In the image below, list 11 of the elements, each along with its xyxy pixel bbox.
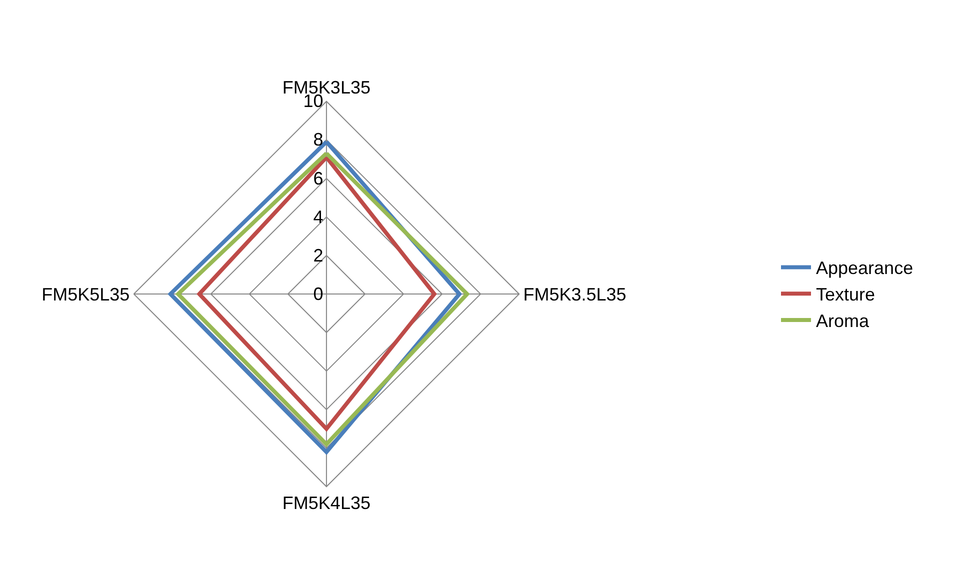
spoke-label: FM5K4L35	[282, 492, 370, 513]
y-tick-label: 2	[313, 245, 324, 266]
y-tick-label: 4	[313, 206, 324, 227]
spoke-label: FM5K3.5L35	[523, 284, 626, 304]
y-tick-label: 0	[313, 284, 324, 304]
legend-label: Appearance	[816, 258, 914, 278]
legend-label: Aroma	[816, 311, 870, 332]
y-tick-label: 8	[313, 130, 324, 150]
y-tick-label: 6	[313, 168, 324, 188]
spoke-label: FM5K5L35	[42, 284, 130, 304]
legend-label: Texture	[816, 284, 876, 305]
